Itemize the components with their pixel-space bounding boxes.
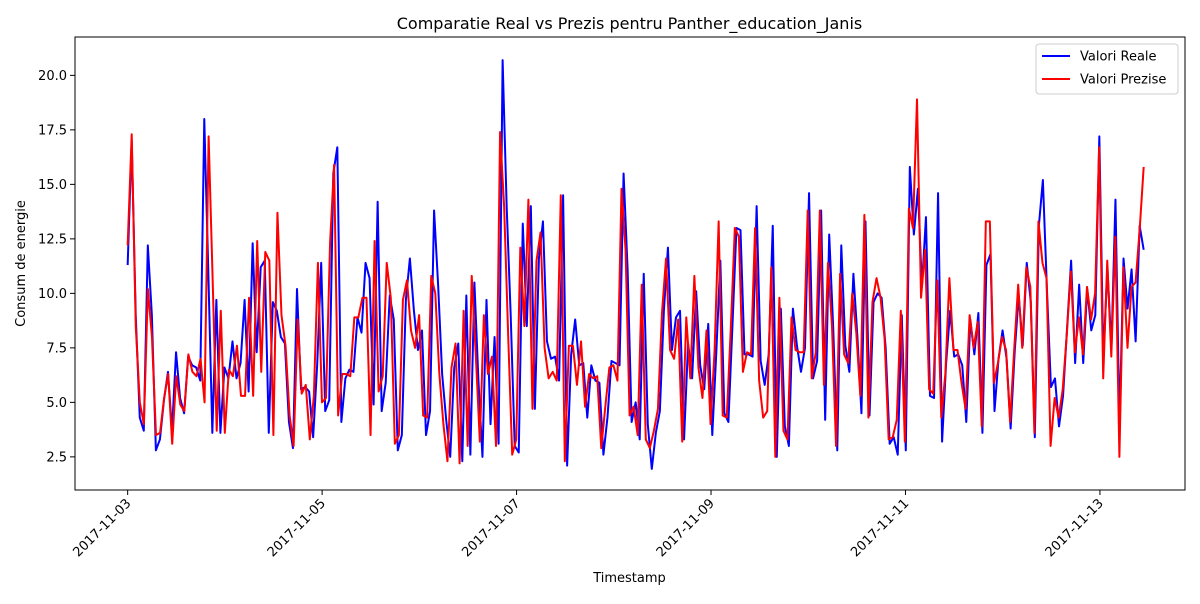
legend-box (1035, 43, 1179, 95)
y-axis-label: Consum de energie (14, 200, 29, 327)
legend: Valori Reale Valori Prezise (1035, 43, 1179, 95)
legend-label-real: Valori Reale (1080, 50, 1157, 65)
series-line-predicted (126, 98, 1145, 465)
plot-area (126, 59, 1145, 470)
chart-title: Comparatie Real vs Prezis pentru Panther… (397, 14, 862, 34)
legend-label-predicted: Valori Prezise (1080, 73, 1166, 88)
y-tick-label: 7.5 (46, 341, 67, 356)
y-tick-label: 20.0 (38, 69, 67, 84)
y-tick-label: 12.5 (38, 232, 67, 247)
y-tick-label: 15.0 (38, 178, 67, 193)
y-tick-label: 2.5 (46, 450, 67, 465)
y-tick-label: 5.0 (46, 396, 67, 411)
x-axis-label: Timestamp (592, 571, 666, 586)
y-tick-label: 17.5 (38, 123, 67, 138)
axes-frame (74, 36, 1186, 491)
y-axis: 2.5 5.0 7.5 10.0 12.5 15.0 17.5 20.0 (38, 69, 75, 465)
series-line-real (126, 59, 1145, 470)
y-tick-label: 10.0 (38, 287, 67, 302)
